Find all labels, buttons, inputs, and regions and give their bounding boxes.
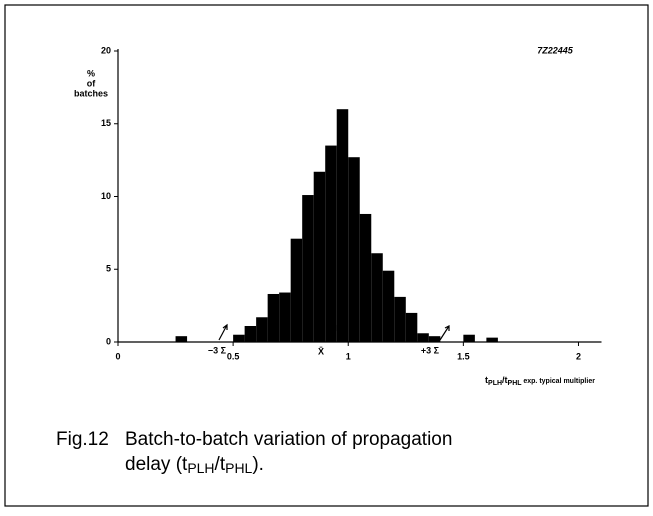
x-tick-label: 2 (576, 351, 581, 361)
bar (336, 109, 349, 342)
bar (325, 145, 337, 342)
annotation: −3 Σ (208, 345, 227, 355)
bar (233, 334, 245, 342)
bar (290, 238, 303, 342)
bar (244, 325, 257, 342)
y-axis-label: % (87, 68, 95, 78)
y-tick-label: 15 (101, 118, 111, 128)
caption: Fig.12 (56, 429, 109, 450)
bar (463, 334, 475, 342)
bar (175, 336, 188, 342)
bar (359, 213, 372, 342)
bar (382, 270, 395, 342)
y-tick-label: 5 (106, 264, 111, 274)
x-axis-label: tPLH/tPHL exp. typical multiplier (485, 375, 595, 386)
caption: delay (tPLH/tPHL). (125, 454, 264, 476)
y-tick-label: 10 (101, 191, 111, 201)
bar (302, 195, 314, 342)
y-axis-label: batches (74, 88, 108, 98)
bar (279, 292, 291, 342)
y-tick-label: 0 (106, 336, 111, 346)
figure-code: 7Z22445 (537, 45, 574, 55)
bar (267, 293, 280, 342)
bar (417, 333, 429, 342)
bar (428, 336, 441, 342)
bar (405, 312, 418, 342)
x-tick-label: 1.5 (457, 351, 470, 361)
x-tick-label: 0 (115, 351, 120, 361)
x-tick-label: 1 (346, 351, 351, 361)
bar (348, 157, 360, 342)
bar (313, 171, 326, 342)
annotation: X̄ (318, 346, 324, 356)
bar (486, 337, 498, 342)
annotation: +3 Σ (421, 345, 440, 355)
caption: Batch-to-batch variation of propagation (125, 429, 452, 450)
bar (394, 296, 406, 342)
x-tick-label: 0.5 (227, 351, 240, 361)
bar (256, 317, 268, 342)
bar (371, 253, 383, 342)
y-axis-label: of (87, 78, 96, 88)
y-tick-label: 20 (101, 45, 111, 55)
